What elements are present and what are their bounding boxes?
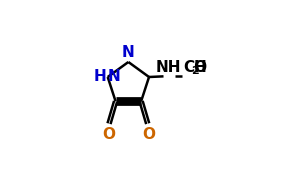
- Text: H: H: [194, 60, 207, 75]
- Text: O: O: [142, 127, 155, 142]
- Text: 2: 2: [191, 67, 199, 76]
- Text: CO: CO: [183, 60, 208, 75]
- Text: H: H: [93, 69, 106, 84]
- Text: N: N: [108, 69, 121, 84]
- Text: NH: NH: [155, 60, 181, 75]
- Text: O: O: [102, 127, 115, 142]
- Text: N: N: [122, 45, 135, 60]
